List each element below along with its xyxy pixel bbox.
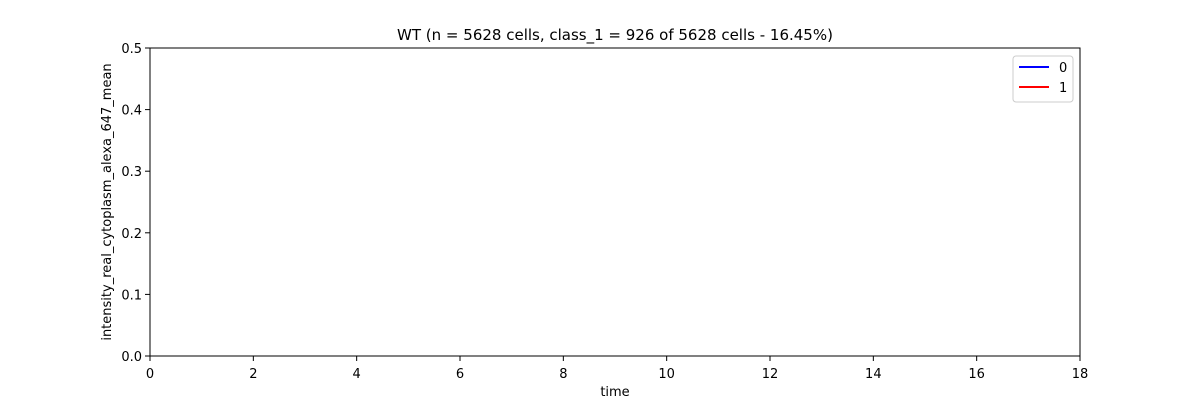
legend: 01 xyxy=(1012,55,1074,103)
x-axis-ticks: 0 2 4 6 8 10 12 14 16 18 xyxy=(146,356,1088,382)
y-tick-label: 0.2 xyxy=(121,227,142,242)
y-tick-label: 0.5 xyxy=(121,42,142,57)
y-tick-label: 0.0 xyxy=(121,350,142,365)
x-tick-label: 4 xyxy=(353,367,361,382)
x-tick-label: 0 xyxy=(146,367,154,382)
x-tick-label: 2 xyxy=(249,367,257,382)
x-tick-label: 12 xyxy=(762,367,779,382)
plot-frame xyxy=(149,47,1081,357)
chart-title: WT (n = 5628 cells, class_1 = 926 of 562… xyxy=(397,26,833,45)
y-tick-label: 0.3 xyxy=(121,165,142,180)
legend-label-1: 1 xyxy=(1059,81,1067,96)
y-axis-label: intensity_real_cytoplasm_alexa_647_mean xyxy=(100,63,115,340)
y-tick-label: 0.1 xyxy=(121,288,142,303)
x-axis-label: time xyxy=(600,385,629,400)
x-tick-label: 14 xyxy=(865,367,882,382)
legend-label-0: 0 xyxy=(1059,61,1067,76)
x-tick-label: 10 xyxy=(658,367,675,382)
x-tick-label: 8 xyxy=(559,367,567,382)
x-tick-label: 18 xyxy=(1072,367,1089,382)
x-tick-label: 16 xyxy=(968,367,985,382)
x-tick-label: 6 xyxy=(456,367,464,382)
legend-entries: 01 xyxy=(1019,61,1067,96)
y-tick-label: 0.4 xyxy=(121,104,142,119)
y-axis-ticks: 0.0 0.1 0.2 0.3 0.4 0.5 xyxy=(121,42,150,365)
